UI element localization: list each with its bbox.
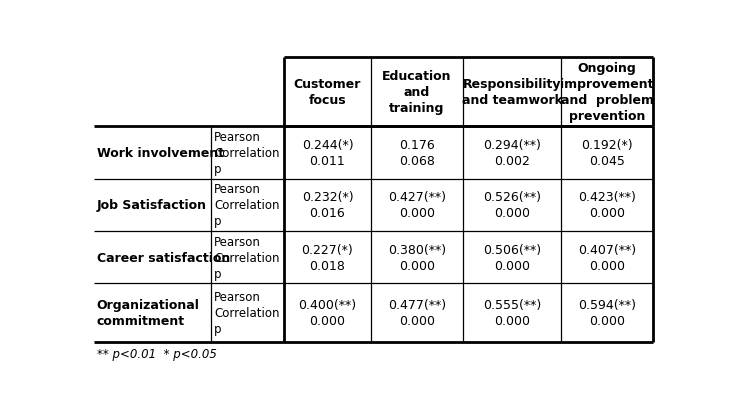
Text: Responsibility
and teamwork: Responsibility and teamwork	[461, 78, 563, 107]
Text: Pearson
Correlation
p: Pearson Correlation p	[214, 235, 280, 280]
Text: Pearson
Correlation
p: Pearson Correlation p	[214, 290, 280, 335]
Text: Work involvement: Work involvement	[97, 147, 224, 160]
Text: ** p<0.01  * p<0.05: ** p<0.01 * p<0.05	[97, 347, 217, 360]
Text: 0.407(**)
0.000: 0.407(**) 0.000	[578, 243, 636, 272]
Text: Ongoing
improvement
and  problem
prevention: Ongoing improvement and problem preventi…	[561, 62, 654, 123]
Text: Job Satisfaction: Job Satisfaction	[97, 199, 207, 212]
Text: 0.176
0.068: 0.176 0.068	[399, 139, 435, 168]
Text: 0.423(**)
0.000: 0.423(**) 0.000	[578, 191, 636, 220]
Text: 0.427(**)
0.000: 0.427(**) 0.000	[388, 191, 446, 220]
Text: Pearson
Correlation
p: Pearson Correlation p	[214, 183, 280, 228]
Text: Education
and
training: Education and training	[382, 70, 452, 115]
Text: Customer
focus: Customer focus	[294, 78, 361, 107]
Text: Pearson
Correlation
p: Pearson Correlation p	[214, 131, 280, 176]
Text: 0.555(**)
0.000: 0.555(**) 0.000	[483, 299, 541, 328]
Text: 0.294(**)
0.002: 0.294(**) 0.002	[483, 139, 541, 168]
Text: 0.232(*)
0.016: 0.232(*) 0.016	[302, 191, 354, 220]
Text: 0.506(**)
0.000: 0.506(**) 0.000	[483, 243, 541, 272]
Text: 0.526(**)
0.000: 0.526(**) 0.000	[483, 191, 541, 220]
Text: 0.380(**)
0.000: 0.380(**) 0.000	[388, 243, 446, 272]
Text: Career satisfaction: Career satisfaction	[97, 251, 230, 264]
Text: 0.400(**)
0.000: 0.400(**) 0.000	[298, 299, 356, 328]
Text: 0.594(**)
0.000: 0.594(**) 0.000	[578, 299, 636, 328]
Text: 0.244(*)
0.011: 0.244(*) 0.011	[302, 139, 354, 168]
Text: Organizational
commitment: Organizational commitment	[97, 299, 200, 328]
Text: 0.477(**)
0.000: 0.477(**) 0.000	[388, 299, 446, 328]
Text: 0.192(*)
0.045: 0.192(*) 0.045	[581, 139, 633, 168]
Text: 0.227(*)
0.018: 0.227(*) 0.018	[302, 243, 354, 272]
